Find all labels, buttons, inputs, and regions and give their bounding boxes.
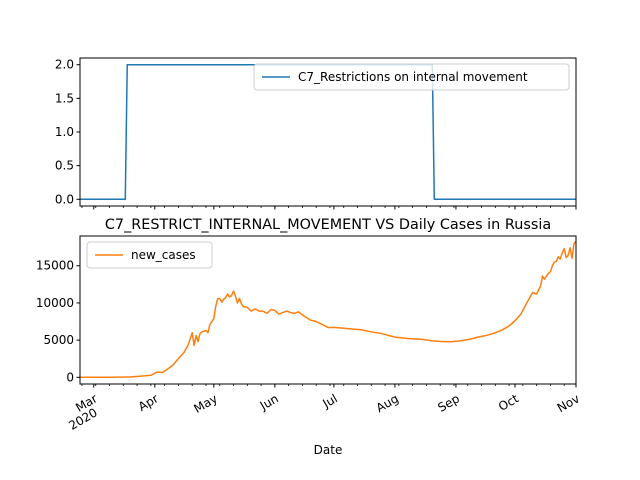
top-axes-frame <box>79 57 577 207</box>
bottom-legend-box <box>86 241 213 269</box>
top-legend-box <box>253 63 570 91</box>
top-axes-y-ticks: 0.0 0.5 1.0 1.5 2.0 <box>55 58 80 206</box>
x-tick-label: Jul <box>320 391 340 411</box>
y-tick-label: 15000 <box>36 259 74 273</box>
bottom-legend: new_cases <box>86 241 213 269</box>
y-tick-label: 0 <box>66 370 74 384</box>
y-tick-label: 0.5 <box>55 159 74 173</box>
top-legend-label: C7_Restrictions on internal movement <box>298 70 528 84</box>
top-axes: 0.0 0.5 1.0 1.5 2.0 C7_Restrictions on inter… <box>55 57 577 210</box>
bottom-axes-y-ticks: 0 5000 10000 15000 <box>36 259 80 384</box>
series-line-new-cases <box>79 240 577 379</box>
y-tick-label: 10000 <box>36 296 74 310</box>
y-tick-label: 2.0 <box>55 58 74 72</box>
y-tick-label: 0.0 <box>55 192 74 206</box>
top-legend: C7_Restrictions on internal movement <box>253 63 570 91</box>
x-axis-label: Date <box>314 443 343 457</box>
bottom-legend-label: new_cases <box>131 248 196 262</box>
bottom-chart-title: C7_RESTRICT_INTERNAL_MOVEMENT VS Daily C… <box>105 217 551 233</box>
y-tick-label: 1.0 <box>55 125 74 139</box>
bottom-axes-series <box>79 240 577 379</box>
bottom-axes-frame <box>79 235 577 385</box>
y-tick-label: 1.5 <box>55 91 74 105</box>
y-tick-label: 5000 <box>43 333 74 347</box>
